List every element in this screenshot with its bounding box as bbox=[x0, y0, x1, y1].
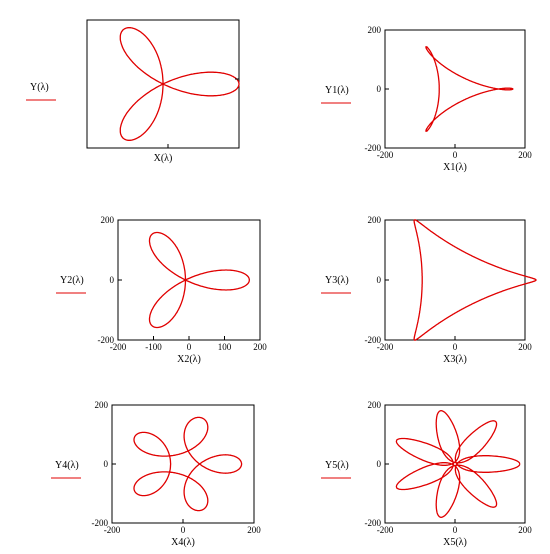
x-tick-label: 200 bbox=[247, 525, 261, 535]
chart-panel-3: -200 -100 0 100 200 200 0 -200 X2(λ) Y2(λ) bbox=[56, 215, 267, 365]
series-line bbox=[425, 46, 514, 132]
plot-frame bbox=[384, 29, 526, 149]
x-tick-label: -200 bbox=[377, 525, 394, 535]
y-axis-label: Y(λ) bbox=[30, 82, 49, 93]
x-tick-label: 200 bbox=[518, 342, 532, 352]
y-tick-label: 200 bbox=[95, 400, 109, 410]
chart-panel-6: -200 0 200 200 0 -200 X5(λ) Y5(λ) bbox=[321, 400, 532, 548]
y-tick-label: 200 bbox=[368, 400, 382, 410]
x-tick-label: 100 bbox=[218, 342, 232, 352]
x-axis-label: X5(λ) bbox=[443, 537, 467, 548]
y-axis-label: Y2(λ) bbox=[60, 275, 84, 286]
x-tick-label: 0 bbox=[453, 342, 458, 352]
x-tick-label: -200 bbox=[104, 525, 121, 535]
x-axis-label: X(λ) bbox=[154, 153, 173, 164]
y-tick-label: 0 bbox=[377, 459, 382, 469]
y-axis-label: Y3(λ) bbox=[325, 275, 349, 286]
x-tick-label: 200 bbox=[518, 150, 532, 160]
x-tick-label: 200 bbox=[253, 342, 267, 352]
y-tick-label: -200 bbox=[365, 143, 382, 153]
x-tick-label: -200 bbox=[377, 150, 394, 160]
x-axis-label: X4(λ) bbox=[171, 537, 195, 548]
y-axis-label: Y4(λ) bbox=[55, 460, 79, 471]
x-tick-label: -100 bbox=[145, 342, 162, 352]
series-line bbox=[133, 416, 243, 512]
series-line bbox=[395, 410, 521, 518]
x-tick-label: 0 bbox=[453, 150, 458, 160]
y-tick-label: 0 bbox=[110, 275, 115, 285]
plot-frame bbox=[384, 219, 526, 341]
x-axis-label: X2(λ) bbox=[177, 354, 201, 365]
series-line bbox=[119, 27, 240, 141]
y-axis-label: Y5(λ) bbox=[325, 460, 349, 471]
plot-frame bbox=[117, 219, 261, 341]
x-tick-label: -200 bbox=[110, 342, 127, 352]
y-axis-label: Y1(λ) bbox=[325, 85, 349, 96]
x-tick-label: 0 bbox=[453, 525, 458, 535]
y-tick-label: 200 bbox=[368, 215, 382, 225]
x-axis-label: X1(λ) bbox=[443, 162, 467, 173]
y-tick-label: 200 bbox=[368, 25, 382, 35]
y-tick-label: -200 bbox=[98, 335, 115, 345]
y-tick-label: 0 bbox=[104, 459, 109, 469]
series-line bbox=[413, 219, 537, 341]
y-tick-label: 0 bbox=[377, 275, 382, 285]
plot-frame bbox=[384, 404, 526, 524]
chart-panel-5: -200 0 200 200 0 -200 X4(λ) Y4(λ) bbox=[51, 400, 261, 548]
series-line bbox=[148, 231, 250, 329]
x-axis-label: X3(λ) bbox=[443, 354, 467, 365]
x-tick-label: 0 bbox=[187, 342, 192, 352]
chart-panel-4: -200 0 200 200 0 -200 X3(λ) Y3(λ) bbox=[321, 215, 537, 365]
x-tick-label: 200 bbox=[518, 525, 532, 535]
y-tick-label: -200 bbox=[365, 518, 382, 528]
y-tick-label: -200 bbox=[365, 335, 382, 345]
x-tick-label: -200 bbox=[377, 342, 394, 352]
chart-panel-1: X(λ) Y(λ) bbox=[26, 19, 240, 164]
y-tick-label: 200 bbox=[101, 215, 115, 225]
plot-frame bbox=[111, 404, 255, 524]
y-tick-label: -200 bbox=[92, 518, 109, 528]
y-tick-label: 0 bbox=[377, 84, 382, 94]
chart-panel-2: -200 0 200 200 0 -200 X1(λ) Y1(λ) bbox=[321, 25, 532, 173]
x-tick-label: 0 bbox=[181, 525, 186, 535]
